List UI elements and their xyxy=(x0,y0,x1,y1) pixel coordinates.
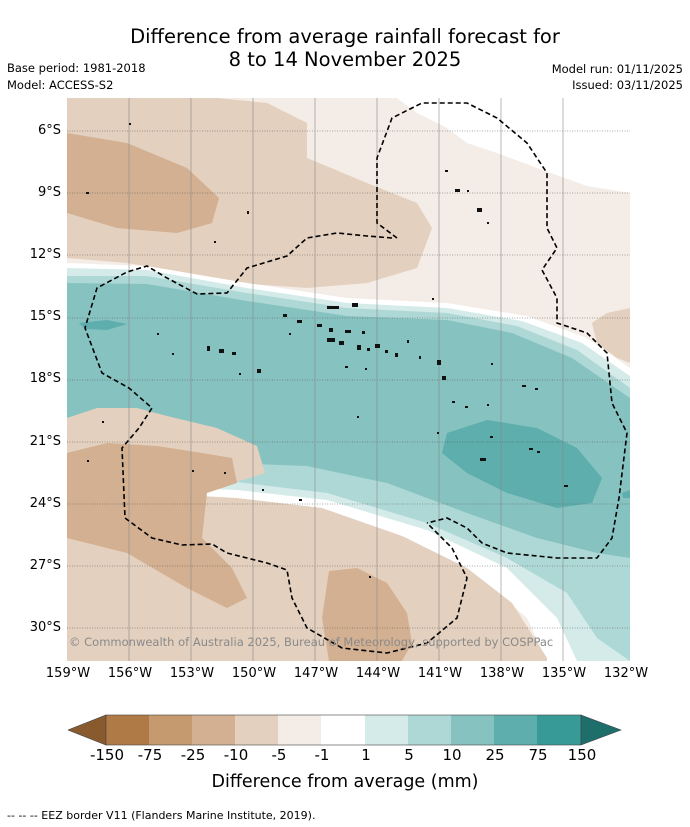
colorbar-tick-label: 75 xyxy=(528,746,548,764)
colorbar-segment-n1 xyxy=(321,715,365,745)
lon-label-147w: 147°W xyxy=(293,666,339,681)
lon-label-144w: 144°W xyxy=(355,666,401,681)
wet-anomaly-patch-west xyxy=(79,320,127,330)
rainfall-anomaly-map xyxy=(67,98,630,661)
colorbar-segment-p75 xyxy=(537,715,581,745)
colorbar-segment-p10 xyxy=(451,715,494,745)
model-run-label: Model run: 01/11/2025 xyxy=(551,62,683,76)
lat-label-24s: 24°S xyxy=(29,496,61,511)
wet-anomaly-patch-east-edge xyxy=(622,490,630,498)
copyright-notice: © Commonwealth of Australia 2025, Bureau… xyxy=(69,635,554,649)
base-period-label: Base period: 1981-2018 xyxy=(7,61,146,75)
lon-label-135w: 135°W xyxy=(541,666,587,681)
colorbar-tick-label: 10 xyxy=(442,746,462,764)
lat-label-15s: 15°S xyxy=(29,309,61,324)
colorbar-tick-label: 1 xyxy=(361,746,371,764)
lon-label-138w: 138°W xyxy=(479,666,525,681)
colorbar-frame xyxy=(105,714,582,746)
colorbar-tick-label: -150 xyxy=(89,746,125,764)
colorbar-segment-n75 xyxy=(149,715,192,745)
colorbar-tick-label: 5 xyxy=(404,746,414,764)
colorbar-tick-label: -5 xyxy=(271,746,287,764)
strong-dry-patch-north xyxy=(67,133,219,233)
eez-legend-note: -- -- -- EEZ border V11 (Flanders Marine… xyxy=(7,809,316,822)
lon-label-150w: 150°W xyxy=(231,666,277,681)
strong-dry-patch-southwest xyxy=(67,443,247,608)
lat-label-12s: 12°S xyxy=(29,247,61,262)
colorbar-tick-label: 150 xyxy=(567,746,597,764)
lon-label-141w: 141°W xyxy=(417,666,463,681)
colorbar-segment-n5 xyxy=(278,715,321,745)
colorbar-tick-label: -10 xyxy=(223,746,249,764)
strong-dry-patch-south xyxy=(322,568,412,661)
issued-label: Issued: 03/11/2025 xyxy=(572,78,683,92)
wet-anomaly-band-10-25mm xyxy=(67,283,630,558)
lon-label-159w: 159°W xyxy=(45,666,91,681)
model-label: Model: ACCESS-S2 xyxy=(7,78,114,92)
colorbar xyxy=(67,714,622,746)
near-zero-region-north xyxy=(397,98,630,193)
lon-label-156w: 156°W xyxy=(107,666,153,681)
colorbar-title: Difference from average (mm) xyxy=(211,772,479,792)
colorbar-svg xyxy=(67,714,622,746)
lat-label-27s: 27°S xyxy=(29,558,61,573)
lat-label-6s: 6°S xyxy=(37,123,61,138)
island-markers xyxy=(86,123,568,578)
map-canvas xyxy=(67,98,630,661)
dry-patch-east xyxy=(592,308,630,363)
lon-label-132w: 132°W xyxy=(603,666,649,681)
map-title-line-2: 8 to 14 November 2025 xyxy=(228,48,462,71)
lat-label-21s: 21°S xyxy=(29,434,61,449)
colorbar-tick-label: -25 xyxy=(180,746,206,764)
colorbar-segment-n25 xyxy=(192,715,235,745)
lat-label-18s: 18°S xyxy=(29,371,61,386)
map-title-line-1: Difference from average rainfall forecas… xyxy=(130,25,560,48)
colorbar-segment-p1 xyxy=(365,715,408,745)
colorbar-segment-n150 xyxy=(106,715,149,745)
eez-border-cook-islands xyxy=(84,232,468,654)
colorbar-segment-p25 xyxy=(494,715,537,745)
colorbar-tick-label: -75 xyxy=(137,746,163,764)
lon-label-153w: 153°W xyxy=(169,666,215,681)
colorbar-segment-n10 xyxy=(235,715,278,745)
lat-label-9s: 9°S xyxy=(37,185,61,200)
colorbar-segment-p5 xyxy=(408,715,451,745)
colorbar-tick-label: 25 xyxy=(485,746,505,764)
lat-label-30s: 30°S xyxy=(29,620,61,635)
colorbar-extend-low xyxy=(67,714,107,746)
eez-border-french-polynesia xyxy=(376,102,628,559)
colorbar-tick-label: -1 xyxy=(314,746,330,764)
colorbar-extend-high xyxy=(580,714,622,746)
